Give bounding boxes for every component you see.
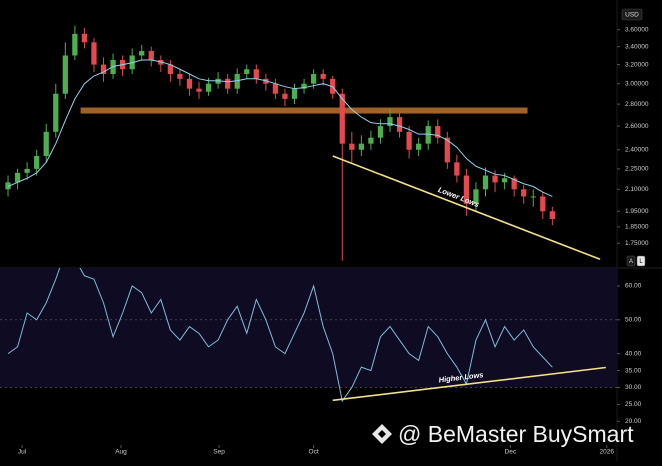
y-tick-label: 2.40000 [625, 146, 649, 153]
candle-body [454, 162, 460, 176]
candle-body [549, 211, 555, 219]
candle-body [425, 126, 431, 144]
y-tick-label: 50.00 [625, 316, 642, 323]
y-tick-label: 20.00 [625, 418, 642, 425]
currency-box[interactable] [621, 8, 643, 21]
candle-body [406, 131, 412, 150]
y-tick-label: 40.00 [625, 350, 642, 357]
candle-body [81, 33, 88, 43]
y-tick-label: 2.80000 [625, 101, 649, 108]
y-tick-label: 1.95000 [625, 208, 649, 215]
x-tick-label: Oct [309, 449, 319, 456]
candle-body [463, 175, 470, 204]
price-pane [5, 25, 555, 261]
candle-body [358, 143, 364, 150]
candle-body [53, 93, 59, 132]
y-tick-label: 30.00 [625, 384, 642, 391]
y-tick-label: 35.00 [625, 367, 642, 374]
candle-body [530, 196, 536, 198]
candle-body [234, 73, 240, 89]
candle-body [301, 83, 307, 89]
candle-body [186, 78, 193, 89]
axes: 3.60000 3.40000 3.20000 3.00000 2.80000 2.600… [18, 26, 649, 455]
candle-body [34, 156, 40, 169]
y-tick-label: 25.00 [625, 401, 642, 408]
watermark: @ BeMaster BuySmart [398, 421, 634, 447]
trendline [332, 155, 601, 261]
y-tick-label: 3.40000 [625, 43, 649, 50]
y-tick-label: 60.00 [625, 283, 642, 290]
y-tick-label: 1.85000 [625, 224, 649, 231]
candle-body [43, 131, 49, 157]
candle-body [291, 88, 298, 99]
candle-body [62, 55, 68, 94]
candle-body [416, 143, 422, 150]
candle-body [24, 168, 30, 173]
moving-average [7, 59, 553, 197]
currency: USD [625, 12, 639, 19]
rsi-line [7, 268, 553, 403]
x-tick-label: Jul [18, 449, 27, 456]
candle-body [244, 69, 250, 74]
scale-button-label: A [629, 259, 633, 265]
y-tick-label: 2.25000 [625, 166, 649, 173]
candle-body [205, 83, 212, 92]
candle-body [225, 78, 231, 89]
candle-body [177, 73, 183, 79]
candle-body [396, 117, 403, 132]
x-tick-label: 2026 [600, 449, 615, 456]
y-tick-label: 2.60000 [625, 123, 649, 130]
candle-body [72, 33, 78, 56]
y-tick-label: 1.75000 [625, 240, 649, 247]
candle-body [100, 64, 107, 74]
candle-body [492, 175, 498, 183]
watermark-logo [372, 424, 392, 444]
rsi-band [0, 268, 617, 388]
candle-body [501, 178, 508, 183]
y-tick-label: 2.10000 [625, 186, 649, 193]
y-tick-label: 3.20000 [625, 61, 649, 68]
candle-body [435, 126, 441, 138]
y-tick-label: 3.60000 [625, 26, 649, 33]
candle-body [377, 126, 384, 138]
y-tick-label: 3.00000 [625, 80, 649, 87]
candle-body [473, 189, 479, 204]
candle-body [320, 73, 326, 79]
candle-body [5, 182, 11, 190]
scale-button-label: L [639, 259, 643, 265]
candle-body [310, 73, 317, 84]
candle-body [282, 93, 288, 99]
x-tick-label: Sep [213, 449, 225, 456]
candle-body [196, 88, 202, 92]
x-tick-label: Dec [505, 449, 517, 456]
x-tick-label: Aug [115, 449, 127, 456]
resistance-zone [80, 107, 528, 114]
trendline [332, 366, 606, 402]
candle-body [482, 175, 489, 190]
candle-body [540, 196, 546, 212]
rsi-pane [0, 268, 617, 403]
candle-body [148, 51, 154, 61]
candle-body [14, 172, 21, 183]
candle-body [387, 117, 393, 127]
candle-body [91, 42, 97, 65]
candle-body [521, 189, 527, 197]
candle-body [272, 83, 279, 94]
candle-body [368, 137, 374, 144]
candle-body [167, 64, 173, 74]
candle-body [139, 51, 145, 56]
candle-body [511, 178, 517, 190]
candle-body [349, 143, 355, 150]
candle-body [339, 93, 345, 144]
candle-body [444, 137, 450, 163]
scale-button[interactable] [626, 255, 636, 267]
scale-button[interactable] [636, 255, 646, 267]
candle-body [253, 69, 259, 79]
